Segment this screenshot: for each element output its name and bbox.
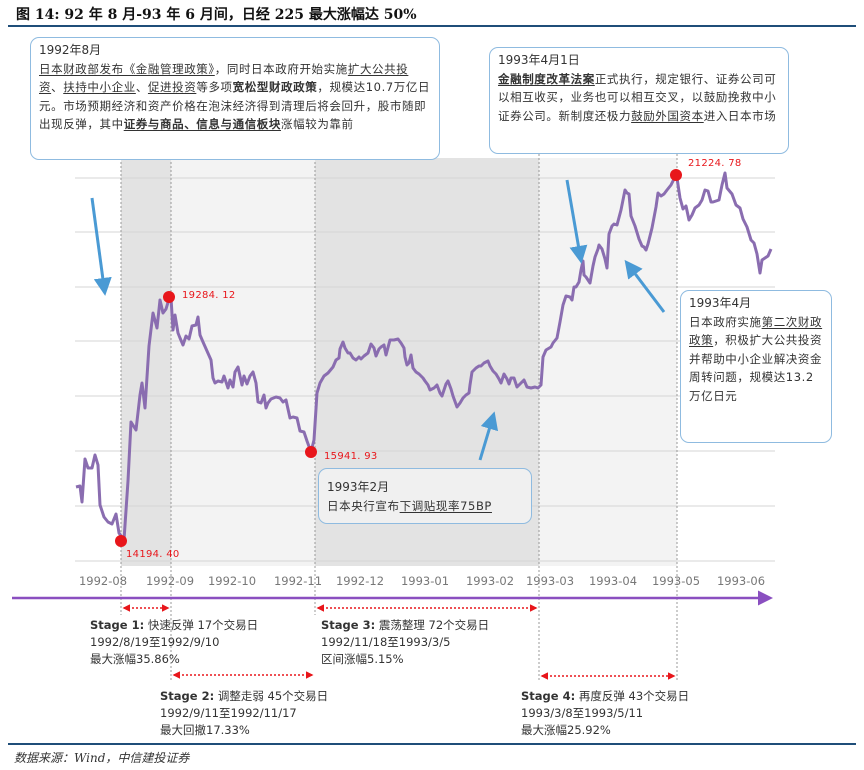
note-feb-1993: 1993年2月 日本央行宣布下调贴现率75BP <box>318 468 532 524</box>
note-emph: 下调贴现率75BP <box>399 498 492 513</box>
note-heading: 1993年2月 <box>327 480 390 494</box>
stage-name: 快速反弹 17个交易日 <box>147 618 259 632</box>
note-bold: 宽松型财政政策 <box>232 80 318 94</box>
note-text: 、 <box>51 80 64 94</box>
x-tick: 1992-09 <box>145 574 195 588</box>
note-text: ，规模达10.7万亿日元。市场预期经济和资产价格在泡沫经济得到清理后将会回升，股… <box>39 80 431 131</box>
note-emph: 第二次财政政策 <box>689 314 823 348</box>
x-tick: 1993-06 <box>716 574 766 588</box>
arrow-icon-feb1993 <box>478 411 499 461</box>
stage-stat: 区间涨幅5.15% <box>321 652 404 666</box>
note-text: 进入日本市场 <box>703 108 777 123</box>
x-tick: 1993-01 <box>400 574 450 588</box>
x-tick: 1992-08 <box>78 574 128 588</box>
nikkei-line <box>75 171 773 542</box>
marker-peak-19284 <box>163 291 175 303</box>
title-rule <box>8 25 856 27</box>
note-heading: 1993年4月1日 <box>498 53 580 67</box>
note-emph: 证券与商品、信息与通信板块 <box>123 117 282 131</box>
note-body: 金融制度改革法案正式执行，规定银行、证券公司可以相互收买，业务也可以相互交叉，以… <box>498 70 780 126</box>
gridlines <box>75 177 775 562</box>
stage-2-info: Stage 2: 调整走弱 45个交易日 1992/9/11至1992/11/1… <box>160 688 328 739</box>
marker-trough-14194 <box>115 535 127 547</box>
stage-4-info: Stage 4: 再度反弹 43个交易日 1993/3/8至1993/5/11 … <box>521 688 689 739</box>
label-trough-14194: 14194. 40 <box>126 549 180 560</box>
note-body: 日本央行宣布下调贴现率75BP <box>327 497 523 516</box>
note-emph: 日本财政部发布《金融管理政策》 <box>39 61 215 76</box>
note-text: 、 <box>135 80 148 94</box>
x-tick: 1993-05 <box>651 574 701 588</box>
note-body: 日本政府实施第二次财政政策，积极扩大公共投资并帮助中小企业解决资金周转问题，规模… <box>689 313 823 406</box>
label-trough-15941: 15941. 93 <box>324 451 378 462</box>
note-text: 日本政府实施 <box>689 314 762 329</box>
shade-stage-2 <box>171 158 315 566</box>
note-emph: 促进投资 <box>147 80 197 94</box>
note-heading: 1992年8月 <box>39 43 102 57</box>
note-emph: 扶持中小企业 <box>63 80 136 94</box>
source-note: 数据来源：Wind，中信建投证券 <box>14 751 190 765</box>
stage-stat: 最大涨幅25.92% <box>521 723 611 737</box>
stage-stat: 最大回撤17.33% <box>160 723 250 737</box>
stage-label: Stage 4: <box>521 689 576 703</box>
note-text: ，积极扩大公共投资并帮助中小企业解决资金周转问题，规模达13.2万亿日元 <box>689 333 823 403</box>
shade-stage-1 <box>121 158 171 566</box>
stage-name: 震荡整理 72个交易日 <box>378 618 490 632</box>
source-rule <box>8 743 856 745</box>
stage-name: 调整走弱 45个交易日 <box>217 689 329 703</box>
marker-trough-15941 <box>305 446 317 458</box>
note-apr-1-1993: 1993年4月1日 金融制度改革法案正式执行，规定银行、证券公司可以相互收买，业… <box>489 47 789 154</box>
note-aug-1992: 1992年8月 日本财政部发布《金融管理政策》，同时日本政府开始实施扩大公共投资… <box>30 37 440 160</box>
x-tick: 1992-11 <box>273 574 323 588</box>
stage-name: 再度反弹 43个交易日 <box>578 689 690 703</box>
note-text: 等多项 <box>196 80 233 94</box>
x-tick: 1992-10 <box>207 574 257 588</box>
note-emph: 扩大公共投资 <box>39 61 409 95</box>
note-text: ，同时日本政府开始实施 <box>214 61 348 76</box>
x-tick: 1993-03 <box>525 574 575 588</box>
note-text: 涨幅较为靠前 <box>281 117 354 131</box>
arrow-icon-apr1993 <box>624 259 666 313</box>
arrow-icon-apr1993-1 <box>565 179 588 264</box>
note-heading: 1993年4月 <box>689 296 752 310</box>
stage-span-arrows <box>122 604 676 680</box>
x-tick: 1993-02 <box>465 574 515 588</box>
arrow-icon-aug1992 <box>90 197 112 296</box>
stage-stat: 最大涨幅35.86% <box>90 652 180 666</box>
stage-1-info: Stage 1: 快速反弹 17个交易日 1992/8/19至1992/9/10… <box>90 617 258 668</box>
note-text: 日本央行宣布 <box>327 498 400 513</box>
stage-range: 1993/3/8至1993/5/11 <box>521 706 644 720</box>
label-peak-19284: 19284. 12 <box>182 290 236 301</box>
x-tick: 1992-12 <box>335 574 385 588</box>
label-peak-21224: 21224. 78 <box>688 158 742 169</box>
note-apr-1993: 1993年4月 日本政府实施第二次财政政策，积极扩大公共投资并帮助中小企业解决资… <box>680 290 832 443</box>
marker-peak-21224 <box>670 169 682 181</box>
stage-label: Stage 3: <box>321 618 376 632</box>
note-emph: 金融制度改革法案 <box>498 71 595 86</box>
stage-label: Stage 2: <box>160 689 215 703</box>
note-body: 日本财政部发布《金融管理政策》，同时日本政府开始实施扩大公共投资、扶持中小企业、… <box>39 60 431 134</box>
figure-title: 图 14: 92 年 8 月-93 年 6 月间，日经 225 最大涨幅达 50… <box>16 7 417 23</box>
stage-range: 1992/8/19至1992/9/10 <box>90 635 220 649</box>
stage-3-info: Stage 3: 震荡整理 72个交易日 1992/11/18至1993/3/5… <box>321 617 489 668</box>
shade-stage-4 <box>539 158 677 566</box>
note-emph: 鼓励外国资本 <box>631 108 704 123</box>
x-tick: 1993-04 <box>588 574 638 588</box>
stage-range: 1992/9/11至1992/11/17 <box>160 706 297 720</box>
note-text: 正式执行，规定银行、证券公司可以相互收买，业务也可以相互交叉，以鼓励挽救中小证券… <box>498 71 777 123</box>
stage-label: Stage 1: <box>90 618 145 632</box>
stage-range: 1992/11/18至1993/3/5 <box>321 635 451 649</box>
